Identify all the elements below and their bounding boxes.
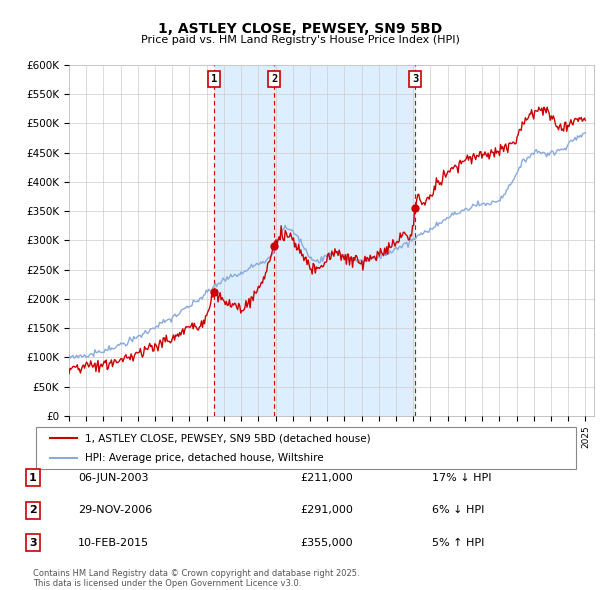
- Text: 1, ASTLEY CLOSE, PEWSEY, SN9 5BD: 1, ASTLEY CLOSE, PEWSEY, SN9 5BD: [158, 22, 442, 36]
- Text: Price paid vs. HM Land Registry's House Price Index (HPI): Price paid vs. HM Land Registry's House …: [140, 35, 460, 45]
- Text: 1: 1: [29, 473, 37, 483]
- Text: 3: 3: [412, 74, 418, 84]
- Text: £291,000: £291,000: [300, 506, 353, 515]
- Bar: [274, 65, 415, 416]
- Text: 2: 2: [271, 74, 277, 84]
- Text: 1, ASTLEY CLOSE, PEWSEY, SN9 5BD (detached house): 1, ASTLEY CLOSE, PEWSEY, SN9 5BD (detach…: [85, 434, 370, 444]
- Text: 06-JUN-2003: 06-JUN-2003: [78, 473, 149, 483]
- Bar: [214, 65, 274, 416]
- Text: 3: 3: [29, 538, 37, 548]
- Text: HPI: Average price, detached house, Wiltshire: HPI: Average price, detached house, Wilt…: [85, 454, 323, 463]
- Text: 17% ↓ HPI: 17% ↓ HPI: [432, 473, 491, 483]
- Text: Contains HM Land Registry data © Crown copyright and database right 2025.
This d: Contains HM Land Registry data © Crown c…: [33, 569, 359, 588]
- Text: £355,000: £355,000: [300, 538, 353, 548]
- Text: 10-FEB-2015: 10-FEB-2015: [78, 538, 149, 548]
- Text: 5% ↑ HPI: 5% ↑ HPI: [432, 538, 484, 548]
- Text: 1: 1: [211, 74, 217, 84]
- Text: £211,000: £211,000: [300, 473, 353, 483]
- Text: 6% ↓ HPI: 6% ↓ HPI: [432, 506, 484, 515]
- Text: 29-NOV-2006: 29-NOV-2006: [78, 506, 152, 515]
- Text: 2: 2: [29, 506, 37, 515]
